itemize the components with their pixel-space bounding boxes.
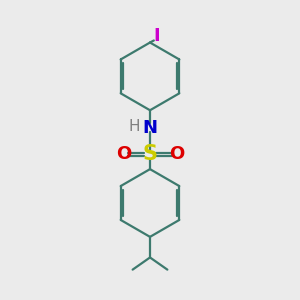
Text: S: S — [142, 144, 158, 164]
Text: N: N — [142, 119, 158, 137]
Text: I: I — [154, 27, 160, 45]
Text: O: O — [169, 146, 184, 164]
Text: O: O — [116, 146, 131, 164]
Text: H: H — [128, 119, 140, 134]
